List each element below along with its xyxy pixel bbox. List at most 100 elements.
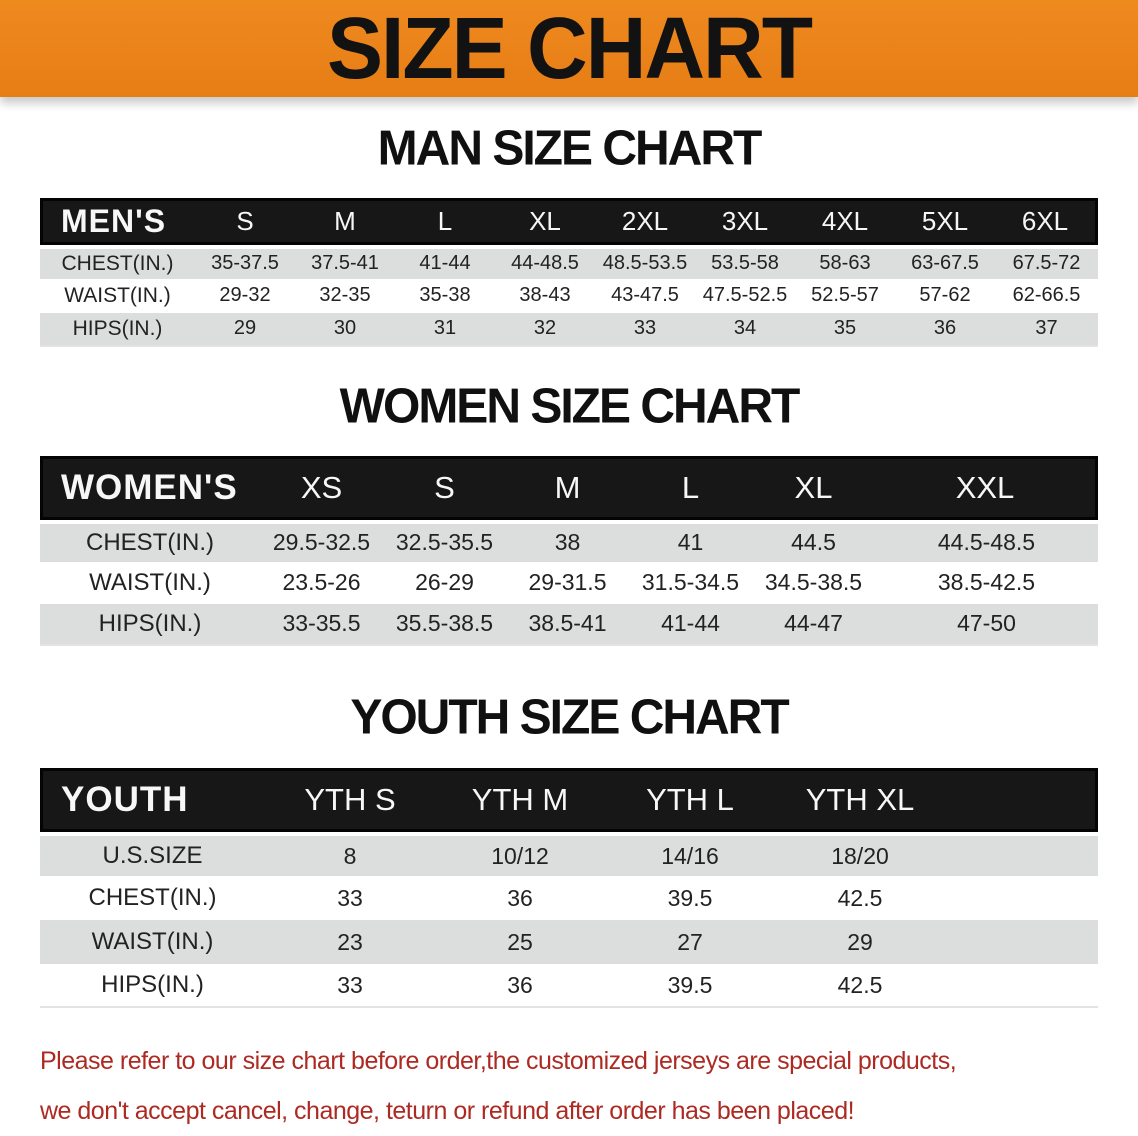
size-value-cell: 38.5-42.5 [937, 569, 1036, 596]
table-row: WAIST(IN.) 29-32 32-35 35-38 38-43 43-47.5 47.… [40, 279, 1098, 313]
size-value-cell: 35-38 [419, 284, 471, 307]
size-value-cell: 36 [435, 964, 605, 1009]
row-spacer [945, 876, 1098, 920]
size-column-header: 2XL [595, 197, 695, 245]
size-value-cell: 34 [695, 312, 795, 347]
size-value-cell: 47-50 [875, 603, 1098, 646]
row-spacer [945, 964, 1098, 1009]
size-column-header: 5XL [895, 197, 995, 245]
table-corner-label: YOUTH [40, 768, 265, 833]
table-row: WAIST(IN.) 23 25 27 29 [40, 920, 1098, 965]
size-value-cell: 8 [265, 832, 435, 877]
row-label: CHEST(IN.) [40, 519, 260, 562]
women-section-heading: WOMEN SIZE CHART [339, 378, 801, 434]
size-value-cell: 42.5 [775, 964, 945, 1009]
size-column-header: L [395, 197, 495, 245]
youth-section: YOUTH SIZE CHART YOUTH YTH S YTH M YTH L YTH… [0, 689, 1138, 1009]
table-row: CHEST(IN.) 35-37.5 37.5-41 41-44 44-48.5 48.5… [40, 244, 1098, 279]
size-value-cell: 38-43 [519, 284, 571, 307]
row-spacer [945, 920, 1098, 965]
size-value-cell: 35-37.5 [195, 244, 295, 279]
size-column-header: YTH XL [775, 768, 945, 833]
size-value-cell: 29 [195, 312, 295, 347]
size-value-cell: 25 [435, 920, 605, 965]
table-row: WAIST(IN.) 23.5-26 26-29 29-31.5 31.5-34.5 34… [40, 562, 1098, 604]
size-value-cell: 27 [605, 920, 775, 965]
size-value-cell: 47.5-52.5 [702, 284, 788, 307]
header-row: WOMEN'S XS S M L XL XXL [40, 455, 1098, 520]
size-column-header: XS [260, 455, 383, 520]
table-row: HIPS(IN.) 33-35.5 35.5-38.5 38.5-41 41-44 44-… [40, 603, 1098, 646]
size-value-cell: 38.5-41 [506, 603, 629, 646]
size-column-header: YTH M [435, 768, 605, 833]
size-value-cell: 41 [629, 519, 752, 562]
men-size-table: MEN'S S M L XL 2XL 3XL 4XL 5XL 6XL CHEST(IN.) 35-37… [40, 197, 1098, 347]
table-row: HIPS(IN.) 33 36 39.5 42.5 [40, 964, 1098, 1009]
size-value-cell: 37.5-41 [295, 244, 395, 279]
size-value-cell: 44.5 [752, 519, 875, 562]
size-value-cell: 44-47 [752, 603, 875, 646]
size-column-header: S [195, 197, 295, 245]
size-value-cell: 18/20 [775, 832, 945, 877]
table-row: CHEST(IN.) 33 36 39.5 42.5 [40, 876, 1098, 920]
row-label: CHEST(IN.) [88, 884, 217, 912]
size-value-cell: 33 [337, 884, 363, 911]
size-column-header: L [629, 455, 752, 520]
women-size-table: WOMEN'S XS S M L XL XXL CHEST(IN.) 29.5-32.5 32.5… [40, 455, 1098, 646]
men-section-heading: MAN SIZE CHART [377, 121, 763, 176]
header-row: MEN'S S M L XL 2XL 3XL 4XL 5XL 6XL [40, 197, 1098, 245]
size-value-cell: 30 [295, 312, 395, 347]
row-label: WAIST(IN.) [64, 283, 171, 307]
size-value-cell: 67.5-72 [995, 244, 1098, 279]
size-value-cell: 53.5-58 [695, 244, 795, 279]
row-label: HIPS(IN.) [40, 964, 265, 1009]
table-row: HIPS(IN.) 29 30 31 32 33 34 35 36 37 [40, 312, 1098, 347]
size-value-cell: 62-66.5 [1012, 284, 1081, 307]
disclaimer: Please refer to our size chart before or… [40, 1036, 1138, 1136]
size-column-header: 4XL [795, 197, 895, 245]
size-value-cell: 32-35 [319, 284, 371, 307]
table-corner-label: WOMEN'S [40, 455, 260, 520]
size-column-header: S [383, 455, 506, 520]
row-label: CHEST(IN.) [40, 244, 195, 279]
size-value-cell: 38 [506, 519, 629, 562]
size-value-cell: 29-32 [219, 284, 271, 307]
size-value-cell: 63-67.5 [895, 244, 995, 279]
size-value-cell: 35 [795, 312, 895, 347]
size-value-cell: 36 [895, 312, 995, 347]
men-section: MAN SIZE CHART MEN'S S M L XL 2XL 3XL 4XL 5XL 6XL… [0, 121, 1138, 347]
size-value-cell: 37 [995, 312, 1098, 347]
size-column-header: 3XL [695, 197, 795, 245]
size-value-cell: 42.5 [837, 884, 883, 911]
size-column-header: XXL [875, 455, 1098, 520]
size-value-cell: 14/16 [605, 832, 775, 877]
size-value-cell: 29-31.5 [528, 569, 607, 596]
banner-title: SIZE CHART [327, 0, 813, 97]
size-value-cell: 23.5-26 [282, 569, 361, 596]
table-row: U.S.SIZE 8 10/12 14/16 18/20 [40, 832, 1098, 877]
row-label: WAIST(IN.) [40, 920, 265, 965]
size-value-cell: 44-48.5 [495, 244, 595, 279]
size-value-cell: 34.5-38.5 [764, 569, 863, 596]
size-value-cell: 44.5-48.5 [875, 519, 1098, 562]
size-value-cell: 33 [265, 964, 435, 1009]
table-corner-label: MEN'S [40, 197, 195, 245]
size-value-cell: 35.5-38.5 [383, 603, 506, 646]
women-section: WOMEN SIZE CHART WOMEN'S XS S M L XL XXL CHEST(… [0, 378, 1138, 646]
size-value-cell: 33-35.5 [260, 603, 383, 646]
youth-section-heading: YOUTH SIZE CHART [350, 689, 789, 745]
size-column-header: XL [495, 197, 595, 245]
row-label: WAIST(IN.) [89, 568, 211, 596]
size-value-cell: 31.5-34.5 [641, 569, 740, 596]
size-value-cell: 41-44 [629, 603, 752, 646]
size-value-cell: 32 [495, 312, 595, 347]
size-column-header: M [295, 197, 395, 245]
size-value-cell: 58-63 [795, 244, 895, 279]
disclaimer-line-2: we don't accept cancel, change, teturn o… [40, 1097, 855, 1126]
row-label: HIPS(IN.) [40, 603, 260, 646]
size-value-cell: 57-62 [919, 284, 971, 307]
size-value-cell: 31 [395, 312, 495, 347]
size-column-header: M [506, 455, 629, 520]
banner: SIZE CHART [0, 0, 1138, 97]
